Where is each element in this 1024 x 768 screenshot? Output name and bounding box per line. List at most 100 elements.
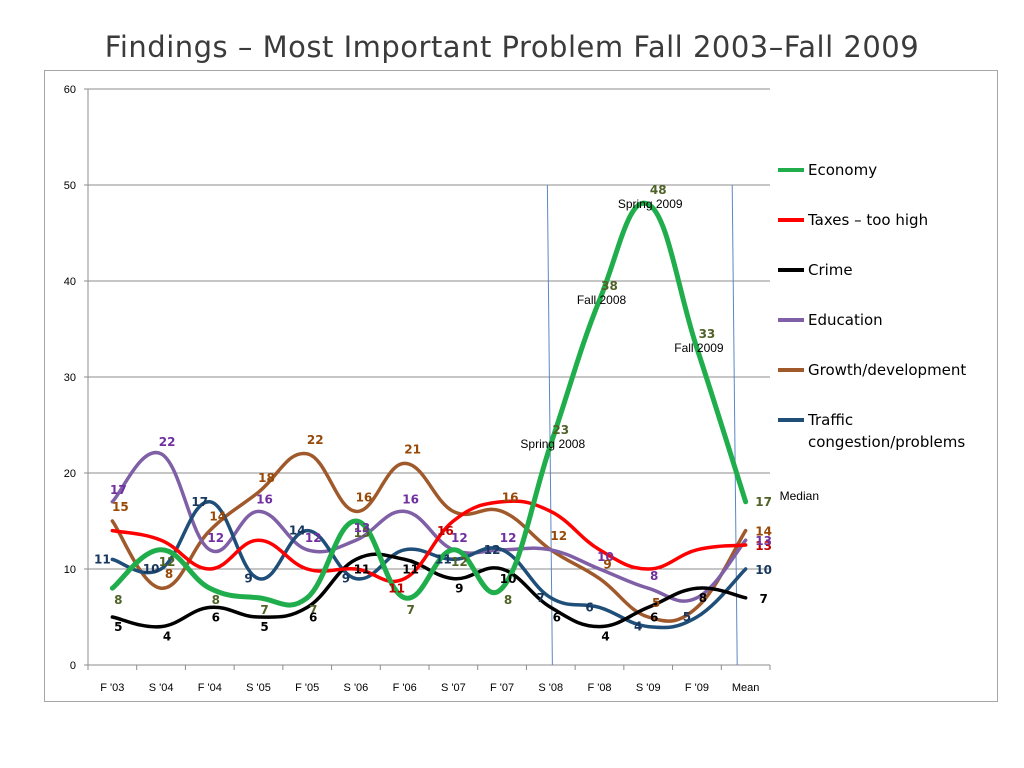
data-label: 16 bbox=[437, 524, 454, 538]
annotation: Fall 2008 bbox=[577, 293, 627, 307]
data-label: 5 bbox=[683, 610, 691, 624]
legend-label: Education bbox=[808, 311, 883, 329]
x-tick-label: S '09 bbox=[636, 682, 661, 694]
y-tick-label: 10 bbox=[64, 564, 76, 576]
data-label: 12 bbox=[484, 543, 501, 557]
data-label: 11 bbox=[388, 582, 405, 596]
legend-label: Growth/development bbox=[808, 361, 966, 379]
band-line-left bbox=[546, 184, 553, 666]
data-label: 10 bbox=[755, 563, 772, 577]
y-tick-label: 40 bbox=[64, 276, 76, 288]
data-label: 16 bbox=[356, 490, 373, 504]
legend-label: Taxes – too high bbox=[807, 211, 928, 229]
data-label: 8 bbox=[165, 567, 173, 581]
x-tick-label: S '04 bbox=[149, 682, 174, 694]
x-tick-label: F '09 bbox=[685, 682, 709, 694]
data-label: 9 bbox=[342, 572, 350, 586]
data-label: 9 bbox=[244, 572, 252, 586]
x-tick-label: S '05 bbox=[246, 682, 271, 694]
data-label: 5 bbox=[114, 620, 122, 634]
annotation: Spring 2008 bbox=[520, 437, 585, 451]
annotation: Median bbox=[780, 489, 819, 503]
data-label: 4 bbox=[601, 630, 609, 644]
slide-title: Findings – Most Important Problem Fall 2… bbox=[104, 30, 920, 64]
series-line-5 bbox=[110, 500, 748, 630]
legend-label: Traffic congestion/problems bbox=[807, 411, 965, 451]
data-label: 10 bbox=[143, 562, 160, 576]
data-label: 38 bbox=[601, 279, 618, 293]
series-line-3 bbox=[110, 450, 748, 603]
x-tick-label: F '05 bbox=[295, 682, 319, 694]
data-label: 14 bbox=[209, 510, 226, 524]
data-label: 11 bbox=[402, 562, 419, 576]
data-label: 9 bbox=[603, 558, 611, 572]
data-label: 12 bbox=[305, 531, 322, 545]
data-label: 7 bbox=[309, 603, 317, 617]
data-label: 17 bbox=[110, 483, 127, 497]
data-label: 22 bbox=[307, 433, 324, 447]
data-label: 6 bbox=[585, 600, 593, 614]
highlight-bands bbox=[546, 184, 738, 666]
data-label: 12 bbox=[500, 531, 517, 545]
x-tick-label: S '06 bbox=[344, 682, 369, 694]
y-tick-label: 0 bbox=[70, 660, 76, 672]
x-tick-label: F '08 bbox=[587, 682, 611, 694]
data-label: 11 bbox=[435, 552, 452, 566]
data-label: 12 bbox=[207, 531, 224, 545]
data-label: 13 bbox=[755, 539, 772, 553]
data-label: 13 bbox=[354, 521, 371, 535]
data-label: 10 bbox=[597, 550, 614, 564]
data-label: 9 bbox=[455, 582, 463, 596]
data-label: 17 bbox=[755, 495, 772, 509]
data-label: 8 bbox=[650, 569, 658, 583]
x-tick-label: F '07 bbox=[490, 682, 514, 694]
band-line-right bbox=[731, 184, 738, 666]
series-line-4 bbox=[110, 451, 748, 623]
data-label: 16 bbox=[402, 492, 419, 506]
data-label: 22 bbox=[159, 435, 176, 449]
x-tick-label: F '06 bbox=[393, 682, 417, 694]
data-label: 33 bbox=[699, 327, 716, 341]
data-label: 15 bbox=[354, 526, 371, 540]
data-label: 11 bbox=[94, 552, 111, 566]
data-label: 6 bbox=[650, 610, 658, 624]
data-label: 7 bbox=[759, 592, 767, 606]
data-label: 12 bbox=[159, 555, 176, 569]
data-label: 21 bbox=[404, 442, 421, 456]
chart-frame bbox=[44, 70, 998, 702]
data-label: 48 bbox=[650, 183, 667, 197]
annotations: Spring 2008 Fall 2008 Spring 2009 Fall 2009… bbox=[520, 197, 819, 503]
legend: Economy Taxes – too high Crime Education Gro… bbox=[778, 161, 966, 451]
data-label: 8 bbox=[212, 593, 220, 607]
x-tick-label: Mean bbox=[732, 682, 760, 694]
data-label: 4 bbox=[634, 620, 642, 634]
series-line-2 bbox=[110, 552, 748, 629]
axes: 0 10 20 30 40 50 60 F '03 S '04 F '04 S '05 F '05 S … bbox=[64, 84, 771, 694]
series-line-1 bbox=[110, 499, 748, 584]
data-label: 5 bbox=[260, 620, 268, 634]
data-label: 4 bbox=[163, 630, 171, 644]
data-label: 15 bbox=[112, 500, 129, 514]
data-label: 8 bbox=[114, 593, 122, 607]
data-label: 16 bbox=[502, 490, 519, 504]
data-label: 17 bbox=[191, 495, 208, 509]
data-label: 18 bbox=[258, 471, 275, 485]
annotation: Spring 2009 bbox=[618, 197, 683, 211]
gridlines bbox=[88, 88, 770, 570]
x-tick-label: S '08 bbox=[538, 682, 563, 694]
data-label: 7 bbox=[537, 591, 545, 605]
y-tick-label: 20 bbox=[64, 468, 76, 480]
legend-label: Crime bbox=[808, 261, 853, 279]
x-tick-label: S '07 bbox=[441, 682, 466, 694]
data-label: 7 bbox=[406, 603, 414, 617]
legend-label: Economy bbox=[808, 161, 877, 179]
y-tick-label: 60 bbox=[64, 84, 76, 96]
data-label: 8 bbox=[504, 593, 512, 607]
series-lines bbox=[109, 200, 749, 630]
data-label: 6 bbox=[212, 610, 220, 624]
series-line-0 bbox=[109, 200, 749, 608]
data-label: 14 bbox=[755, 525, 772, 539]
x-tick-label: F '03 bbox=[100, 682, 124, 694]
